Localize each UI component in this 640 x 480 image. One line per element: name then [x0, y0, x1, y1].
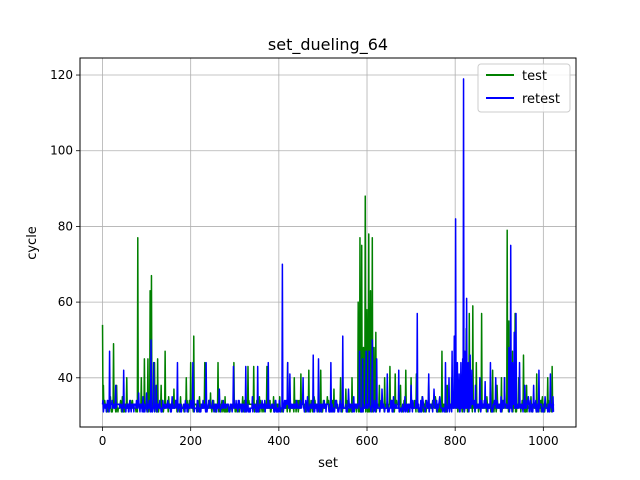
y-tick-label: 60	[58, 295, 73, 309]
y-tick-label: 40	[58, 371, 73, 385]
x-tick-label: 400	[267, 434, 290, 448]
y-tick-label: 120	[50, 68, 73, 82]
x-tick-label: 1000	[528, 434, 559, 448]
y-tick-label: 80	[58, 219, 73, 233]
x-tick-label: 200	[179, 434, 202, 448]
y-axis-label: cycle	[25, 226, 40, 260]
chart-title: set_dueling_64	[268, 35, 388, 55]
x-tick-label: 800	[444, 434, 467, 448]
x-tick-label: 0	[99, 434, 107, 448]
legend-label-retest: retest	[522, 92, 560, 107]
x-tick-label: 600	[356, 434, 379, 448]
y-tick-label: 100	[50, 144, 73, 158]
legend-label-test: test	[522, 69, 547, 84]
x-axis-label: set	[318, 456, 338, 471]
series-line-test	[101, 195, 555, 413]
axes-frame	[79, 57, 577, 428]
plot-area	[101, 78, 555, 413]
legend: test retest	[477, 63, 571, 113]
ticks: 0 200 400 600 800 1000 40 60 80 100 120	[50, 68, 559, 448]
series-line-retest	[101, 78, 555, 413]
